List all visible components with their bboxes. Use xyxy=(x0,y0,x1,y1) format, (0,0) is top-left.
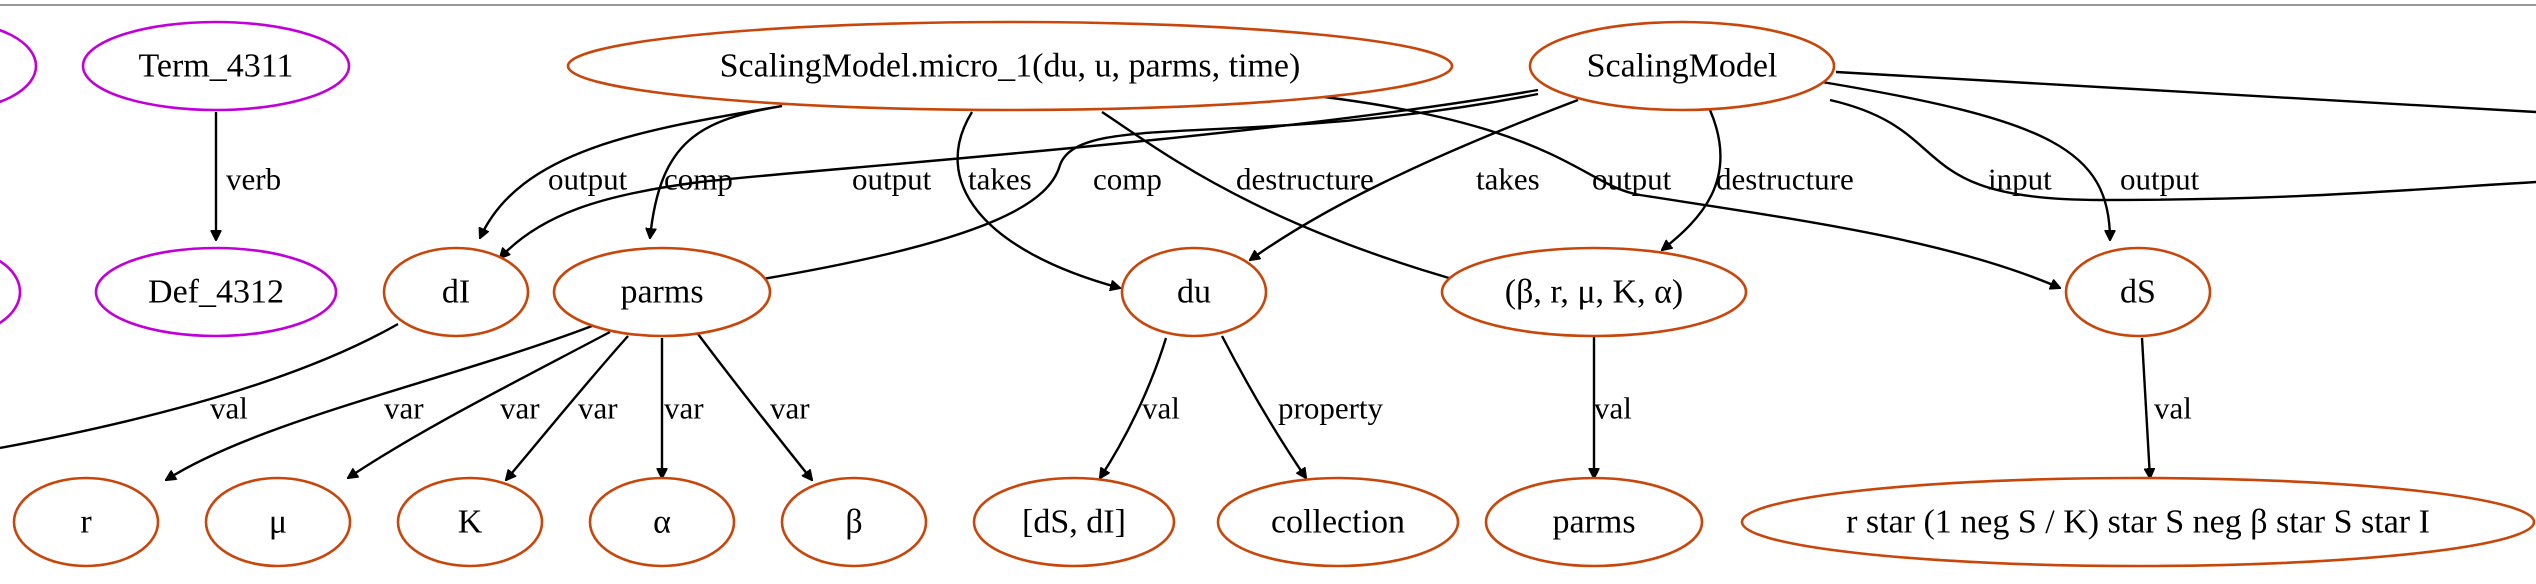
node-alpha[interactable]: α xyxy=(588,476,736,568)
edge-label-var-r: var xyxy=(384,391,424,426)
node-mu[interactable]: μ xyxy=(204,476,352,568)
edge-label-val-dI: val xyxy=(210,391,248,426)
node-partial-bottom-left[interactable] xyxy=(0,248,22,336)
node-parms-2[interactable]: parms xyxy=(1484,476,1704,568)
edge-label-val-tuple: val xyxy=(1594,391,1632,426)
node-partial-top-left[interactable] xyxy=(0,22,38,110)
node-label: ScalingModel xyxy=(1587,48,1778,85)
node-tuple[interactable]: (β, r, μ, K, α) xyxy=(1440,246,1748,338)
edge-sm-dS xyxy=(1821,80,2110,240)
node-label: ScalingModel.micro_1(du, u, parms, time) xyxy=(720,48,1301,85)
node-r[interactable]: r xyxy=(12,476,160,568)
edge-label-var-alpha: var xyxy=(664,391,704,426)
edge-label-destructure-2: destructure xyxy=(1716,162,1854,197)
node-label: dS xyxy=(2120,274,2156,311)
node-label: dI xyxy=(442,274,470,311)
edge-label-output-4: output xyxy=(2120,162,2200,197)
node-micro[interactable]: ScalingModel.micro_1(du, u, parms, time) xyxy=(566,20,1454,112)
edge-label-output-1: output xyxy=(548,162,628,197)
node-label: du xyxy=(1177,274,1211,311)
node-expr[interactable]: r star (1 neg S / K) star S neg β star S… xyxy=(1740,476,2536,568)
edge-label-destructure-1: destructure xyxy=(1236,162,1374,197)
edge-label-var-mu: var xyxy=(500,391,540,426)
node-def-4312[interactable]: Def_4312 xyxy=(94,246,338,338)
node-dS[interactable]: dS xyxy=(2064,246,2212,338)
node-collection[interactable]: collection xyxy=(1216,476,1460,568)
edge-label-input: input xyxy=(1988,162,2052,197)
edge-micro-tuple xyxy=(1101,110,1500,292)
node-label: Term_4311 xyxy=(139,48,294,85)
node-label: collection xyxy=(1271,504,1405,541)
edge-label-var-beta: var xyxy=(770,391,810,426)
node-parms[interactable]: parms xyxy=(552,246,772,338)
edge-parms-r xyxy=(166,324,593,480)
node-dS-dI-list[interactable]: [dS, dI] xyxy=(972,476,1176,568)
node-dI[interactable]: dI xyxy=(382,246,530,338)
edge-label-verb: verb xyxy=(226,162,281,197)
edge-sm-offpage xyxy=(1835,70,2536,114)
nodes: Term_4311 Def_4312 ScalingModel.micro_1(… xyxy=(0,20,2536,568)
edge-label-var-K: var xyxy=(578,391,618,426)
node-label: (β, r, μ, K, α) xyxy=(1505,274,1684,311)
edge-sm-parms xyxy=(745,92,1539,282)
edge-micro-dS xyxy=(1279,90,2060,288)
edge-label-output-2: output xyxy=(852,162,932,197)
edge-sm-offpage-input xyxy=(1829,98,2536,202)
edge-dS-expr xyxy=(2140,337,2150,478)
edges: verb output comp takes destructure outpu… xyxy=(0,70,2536,480)
node-label: [dS, dI] xyxy=(1022,504,1126,541)
edge-micro-du xyxy=(956,111,1120,288)
edge-label-takes-2: takes xyxy=(1476,162,1540,197)
edge-sm-tuple xyxy=(1662,109,1722,250)
node-label: r xyxy=(80,504,92,541)
node-label: α xyxy=(653,504,671,541)
node-label: r star (1 neg S / K) star S neg β star S… xyxy=(1846,504,2430,541)
edge-parms-mu xyxy=(348,330,611,478)
edge-label-output-3: output xyxy=(1592,162,1672,197)
node-label: parms xyxy=(1552,504,1635,541)
node-label: Def_4312 xyxy=(148,274,284,311)
node-term-4311[interactable]: Term_4311 xyxy=(81,20,351,112)
edge-label-property: property xyxy=(1278,391,1384,426)
edge-label-val-dS: val xyxy=(2154,391,2192,426)
node-label: parms xyxy=(620,274,703,311)
edge-sm-du xyxy=(1250,98,1579,260)
edge-micro-dI xyxy=(480,104,783,238)
node-label: β xyxy=(845,504,862,541)
node-label: K xyxy=(458,504,483,541)
edge-micro-parms xyxy=(650,104,783,238)
edge-dI-offpage xyxy=(0,322,399,450)
edge-parms-K xyxy=(506,335,629,480)
node-K[interactable]: K xyxy=(396,476,544,568)
node-label: μ xyxy=(269,504,287,541)
edge-label-val-du: val xyxy=(1142,391,1180,426)
node-scalingmodel[interactable]: ScalingModel xyxy=(1528,20,1836,112)
edge-du-collection xyxy=(1220,335,1306,478)
edge-parms-beta xyxy=(697,333,812,480)
node-du[interactable]: du xyxy=(1120,246,1268,338)
edge-label-takes-1: takes xyxy=(968,162,1032,197)
edge-du-list xyxy=(1100,337,1168,478)
node-beta[interactable]: β xyxy=(780,476,928,568)
edge-label-comp-2: comp xyxy=(1093,162,1162,197)
